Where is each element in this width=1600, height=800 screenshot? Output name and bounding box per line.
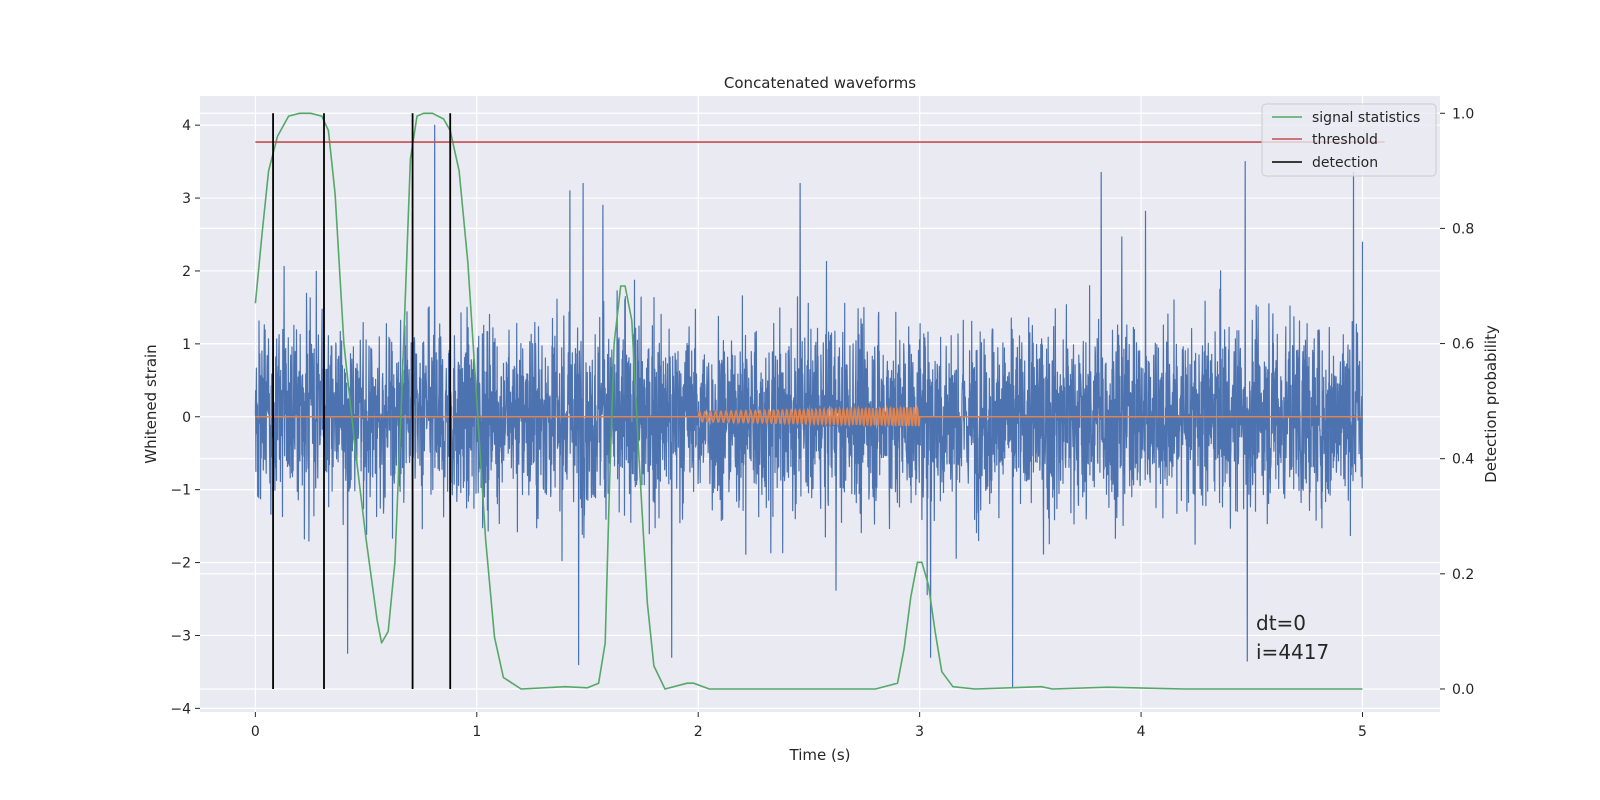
y-right-tick-label: 0.2 bbox=[1452, 567, 1474, 583]
y-tick-label: 3 bbox=[182, 191, 191, 207]
x-tick-label: 0 bbox=[251, 724, 260, 740]
axis-ticks: 0 1 2 3 4 5 −4 −3 −2 −1 0 1 2 3 4 0.0 0.2 0.4 0.6 0.8 1.0 bbox=[170, 106, 1474, 740]
y-right-tick-label: 0.6 bbox=[1452, 337, 1474, 353]
x-tick-label: 1 bbox=[472, 724, 481, 740]
y-tick-label: 0 bbox=[182, 410, 191, 426]
annotation-dt: dt=0 bbox=[1256, 611, 1306, 635]
injected-signal-series bbox=[255, 404, 1363, 428]
y-tick-label: −1 bbox=[170, 483, 191, 499]
y-right-tick-label: 0.0 bbox=[1452, 682, 1474, 698]
legend-label-signal-statistics: signal statistics bbox=[1312, 110, 1420, 126]
y-tick-label: −4 bbox=[170, 701, 191, 717]
y-right-tick-label: 0.4 bbox=[1452, 452, 1474, 468]
x-tick-label: 2 bbox=[694, 724, 703, 740]
x-tick-label: 4 bbox=[1137, 724, 1146, 740]
y-tick-label: 2 bbox=[182, 264, 191, 280]
legend-label-detection: detection bbox=[1312, 155, 1378, 171]
x-axis-label: Time (s) bbox=[789, 746, 851, 764]
legend-box bbox=[1261, 103, 1437, 177]
signal-statistics-series bbox=[254, 112, 1363, 690]
x-tick-label: 5 bbox=[1358, 724, 1367, 740]
y-tick-label: −2 bbox=[170, 556, 191, 572]
x-tick-label: 3 bbox=[915, 724, 924, 740]
legend: signal statistics threshold detection bbox=[1261, 103, 1437, 177]
legend-label-threshold: threshold bbox=[1312, 132, 1378, 148]
y-tick-label: 4 bbox=[182, 118, 191, 134]
detection-series bbox=[272, 113, 452, 689]
injected-signal-line bbox=[697, 404, 921, 428]
y-tick-label: −3 bbox=[170, 628, 191, 644]
annotation-index: i=4417 bbox=[1256, 640, 1329, 664]
y-right-tick-label: 1.0 bbox=[1452, 106, 1474, 122]
y-tick-label: 1 bbox=[182, 337, 191, 353]
y-right-tick-label: 0.8 bbox=[1452, 221, 1474, 237]
chart-title: Concatenated waveforms bbox=[724, 74, 916, 92]
signal-statistics-line bbox=[254, 112, 1363, 690]
y-axis-right-label: Detection probability bbox=[1482, 325, 1500, 483]
y-axis-label: Whitened strain bbox=[142, 344, 160, 463]
